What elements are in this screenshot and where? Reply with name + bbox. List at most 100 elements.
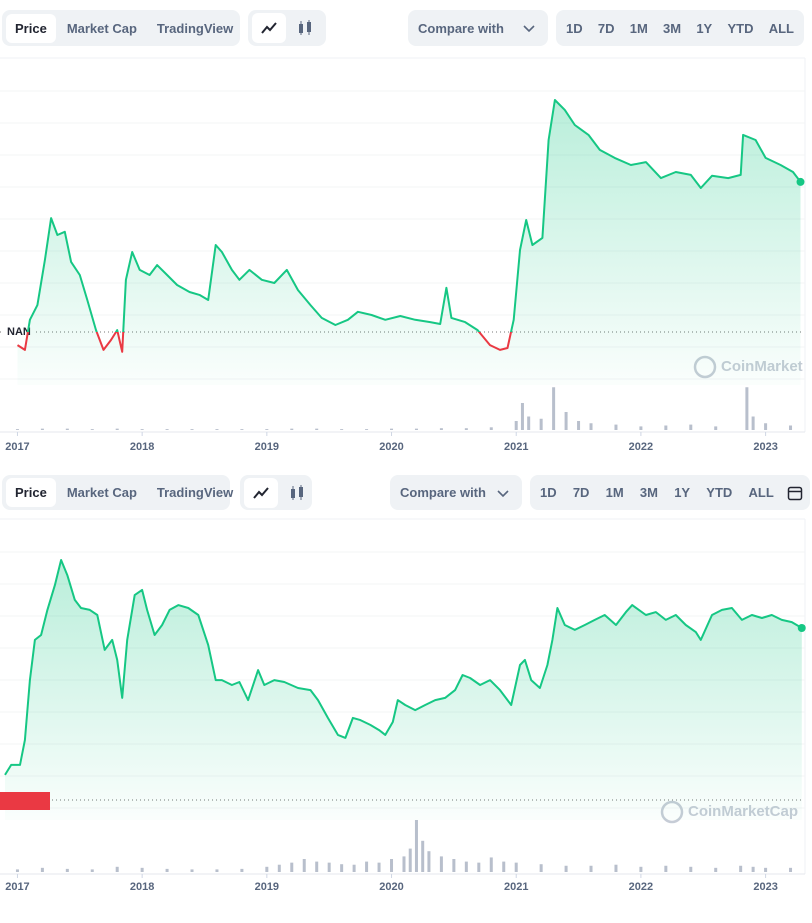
- volume-bar: [714, 426, 718, 430]
- compare-dropdown[interactable]: Compare with: [390, 475, 522, 510]
- x-tick-label: 2021: [504, 441, 528, 453]
- icon-shape: [261, 22, 277, 34]
- volume-bar: [439, 856, 443, 872]
- calendar-button[interactable]: [784, 478, 806, 508]
- volume-bar: [190, 869, 194, 872]
- range-button[interactable]: YTD: [727, 20, 754, 36]
- line-chart-button[interactable]: [252, 13, 286, 43]
- volume-bar: [664, 425, 668, 430]
- volume-bar: [539, 418, 543, 430]
- volume-bar: [427, 851, 431, 872]
- volume-bar: [327, 862, 331, 872]
- range-button[interactable]: 3M: [639, 485, 658, 500]
- range-button[interactable]: 7D: [597, 20, 615, 36]
- range-button[interactable]: 1D: [540, 485, 557, 500]
- range-button[interactable]: 7D: [572, 485, 590, 500]
- line-icon: [261, 22, 277, 34]
- volume-bar: [689, 424, 693, 430]
- volume-bar: [408, 848, 412, 872]
- range-group: 1D 7D 1M 3M 1Y YTD ALL: [556, 10, 804, 46]
- range-button[interactable]: 1D: [566, 20, 583, 36]
- x-tick-label: 2022: [629, 441, 653, 453]
- compare-label: Compare with: [418, 20, 504, 36]
- volume-bar: [65, 868, 69, 872]
- volume-bar: [739, 865, 743, 872]
- volume-bar: [614, 864, 618, 872]
- volume-bar: [190, 429, 194, 430]
- chart-type-group: [240, 475, 312, 510]
- volume-bar: [414, 428, 418, 430]
- volume-bar: [464, 861, 468, 872]
- volume-bar: [315, 861, 319, 872]
- candle-chart-button[interactable]: [288, 13, 322, 43]
- volume-bar: [290, 862, 294, 872]
- volume-bar: [115, 866, 119, 872]
- volume-bar: [502, 861, 506, 872]
- x-tick-label: 2019: [255, 441, 279, 453]
- candle-chart-button[interactable]: [280, 478, 314, 508]
- x-tick-label: 2020: [379, 441, 403, 453]
- volume-bar: [40, 867, 44, 872]
- range-button[interactable]: YTD: [706, 485, 733, 500]
- volume-bar: [215, 869, 219, 872]
- price-tag: [0, 792, 50, 810]
- tab[interactable]: Market Cap: [66, 20, 137, 36]
- volume-bar: [639, 866, 643, 872]
- tab[interactable]: Market Cap: [66, 485, 137, 500]
- price-line: [16, 99, 802, 353]
- compare-label: Compare with: [400, 485, 486, 500]
- chart-type-group: [248, 10, 326, 46]
- volume-bar: [520, 403, 524, 430]
- volume-bar: [527, 416, 531, 430]
- volume-bar: [714, 867, 718, 872]
- range-button[interactable]: 3M: [663, 20, 682, 36]
- volume-bar: [689, 866, 693, 872]
- tab[interactable]: TradingView: [156, 485, 234, 500]
- volume-bar: [240, 429, 244, 430]
- tab-group: Price Market Cap TradingView: [2, 475, 233, 510]
- volume-bar: [265, 429, 269, 430]
- range-button[interactable]: 1M: [605, 485, 624, 500]
- line-chart-button[interactable]: [244, 477, 278, 508]
- volume-bar: [115, 428, 119, 430]
- volume-bar: [751, 416, 755, 430]
- volume-bar: [489, 857, 493, 872]
- icon-shape: [523, 25, 535, 33]
- tab[interactable]: Price: [6, 478, 56, 507]
- volume-bar: [215, 429, 219, 430]
- icon-shape: [787, 486, 803, 500]
- volume-bar: [564, 412, 568, 430]
- x-tick-label: 2017: [5, 441, 29, 453]
- compare-dropdown[interactable]: Compare with: [408, 10, 548, 46]
- tab[interactable]: Price: [6, 13, 56, 43]
- x-tick-label: 2018: [130, 881, 154, 893]
- range-button[interactable]: 1Y: [696, 20, 713, 36]
- volume-bar: [140, 867, 144, 872]
- volume-bar: [390, 428, 394, 430]
- volume-bar: [90, 429, 94, 430]
- volume-bar: [452, 859, 456, 872]
- volume-bar: [340, 429, 344, 430]
- volume-bar: [514, 421, 518, 430]
- volume-bar: [365, 429, 369, 430]
- range-group: 1D 7D 1M 3M 1Y YTD ALL: [530, 475, 810, 510]
- volume-bar: [764, 423, 768, 430]
- range-button[interactable]: 1M: [629, 20, 648, 36]
- price-line: [4, 559, 803, 776]
- tab[interactable]: TradingView: [156, 20, 234, 36]
- volume-bar: [90, 869, 94, 872]
- baseline-label: NAN: [7, 326, 31, 338]
- volume-bar: [589, 423, 593, 430]
- range-button[interactable]: ALL: [748, 485, 774, 500]
- range-button[interactable]: ALL: [768, 20, 794, 36]
- volume-bar: [40, 428, 44, 430]
- price-area: [17, 100, 801, 385]
- volume-bar: [15, 869, 19, 872]
- volume-bar: [402, 856, 406, 872]
- volume-bar: [265, 866, 269, 872]
- candle-icon: [291, 484, 303, 500]
- range-button[interactable]: 1Y: [674, 485, 691, 500]
- volume-bar: [614, 424, 618, 430]
- icon-shape: [253, 486, 269, 499]
